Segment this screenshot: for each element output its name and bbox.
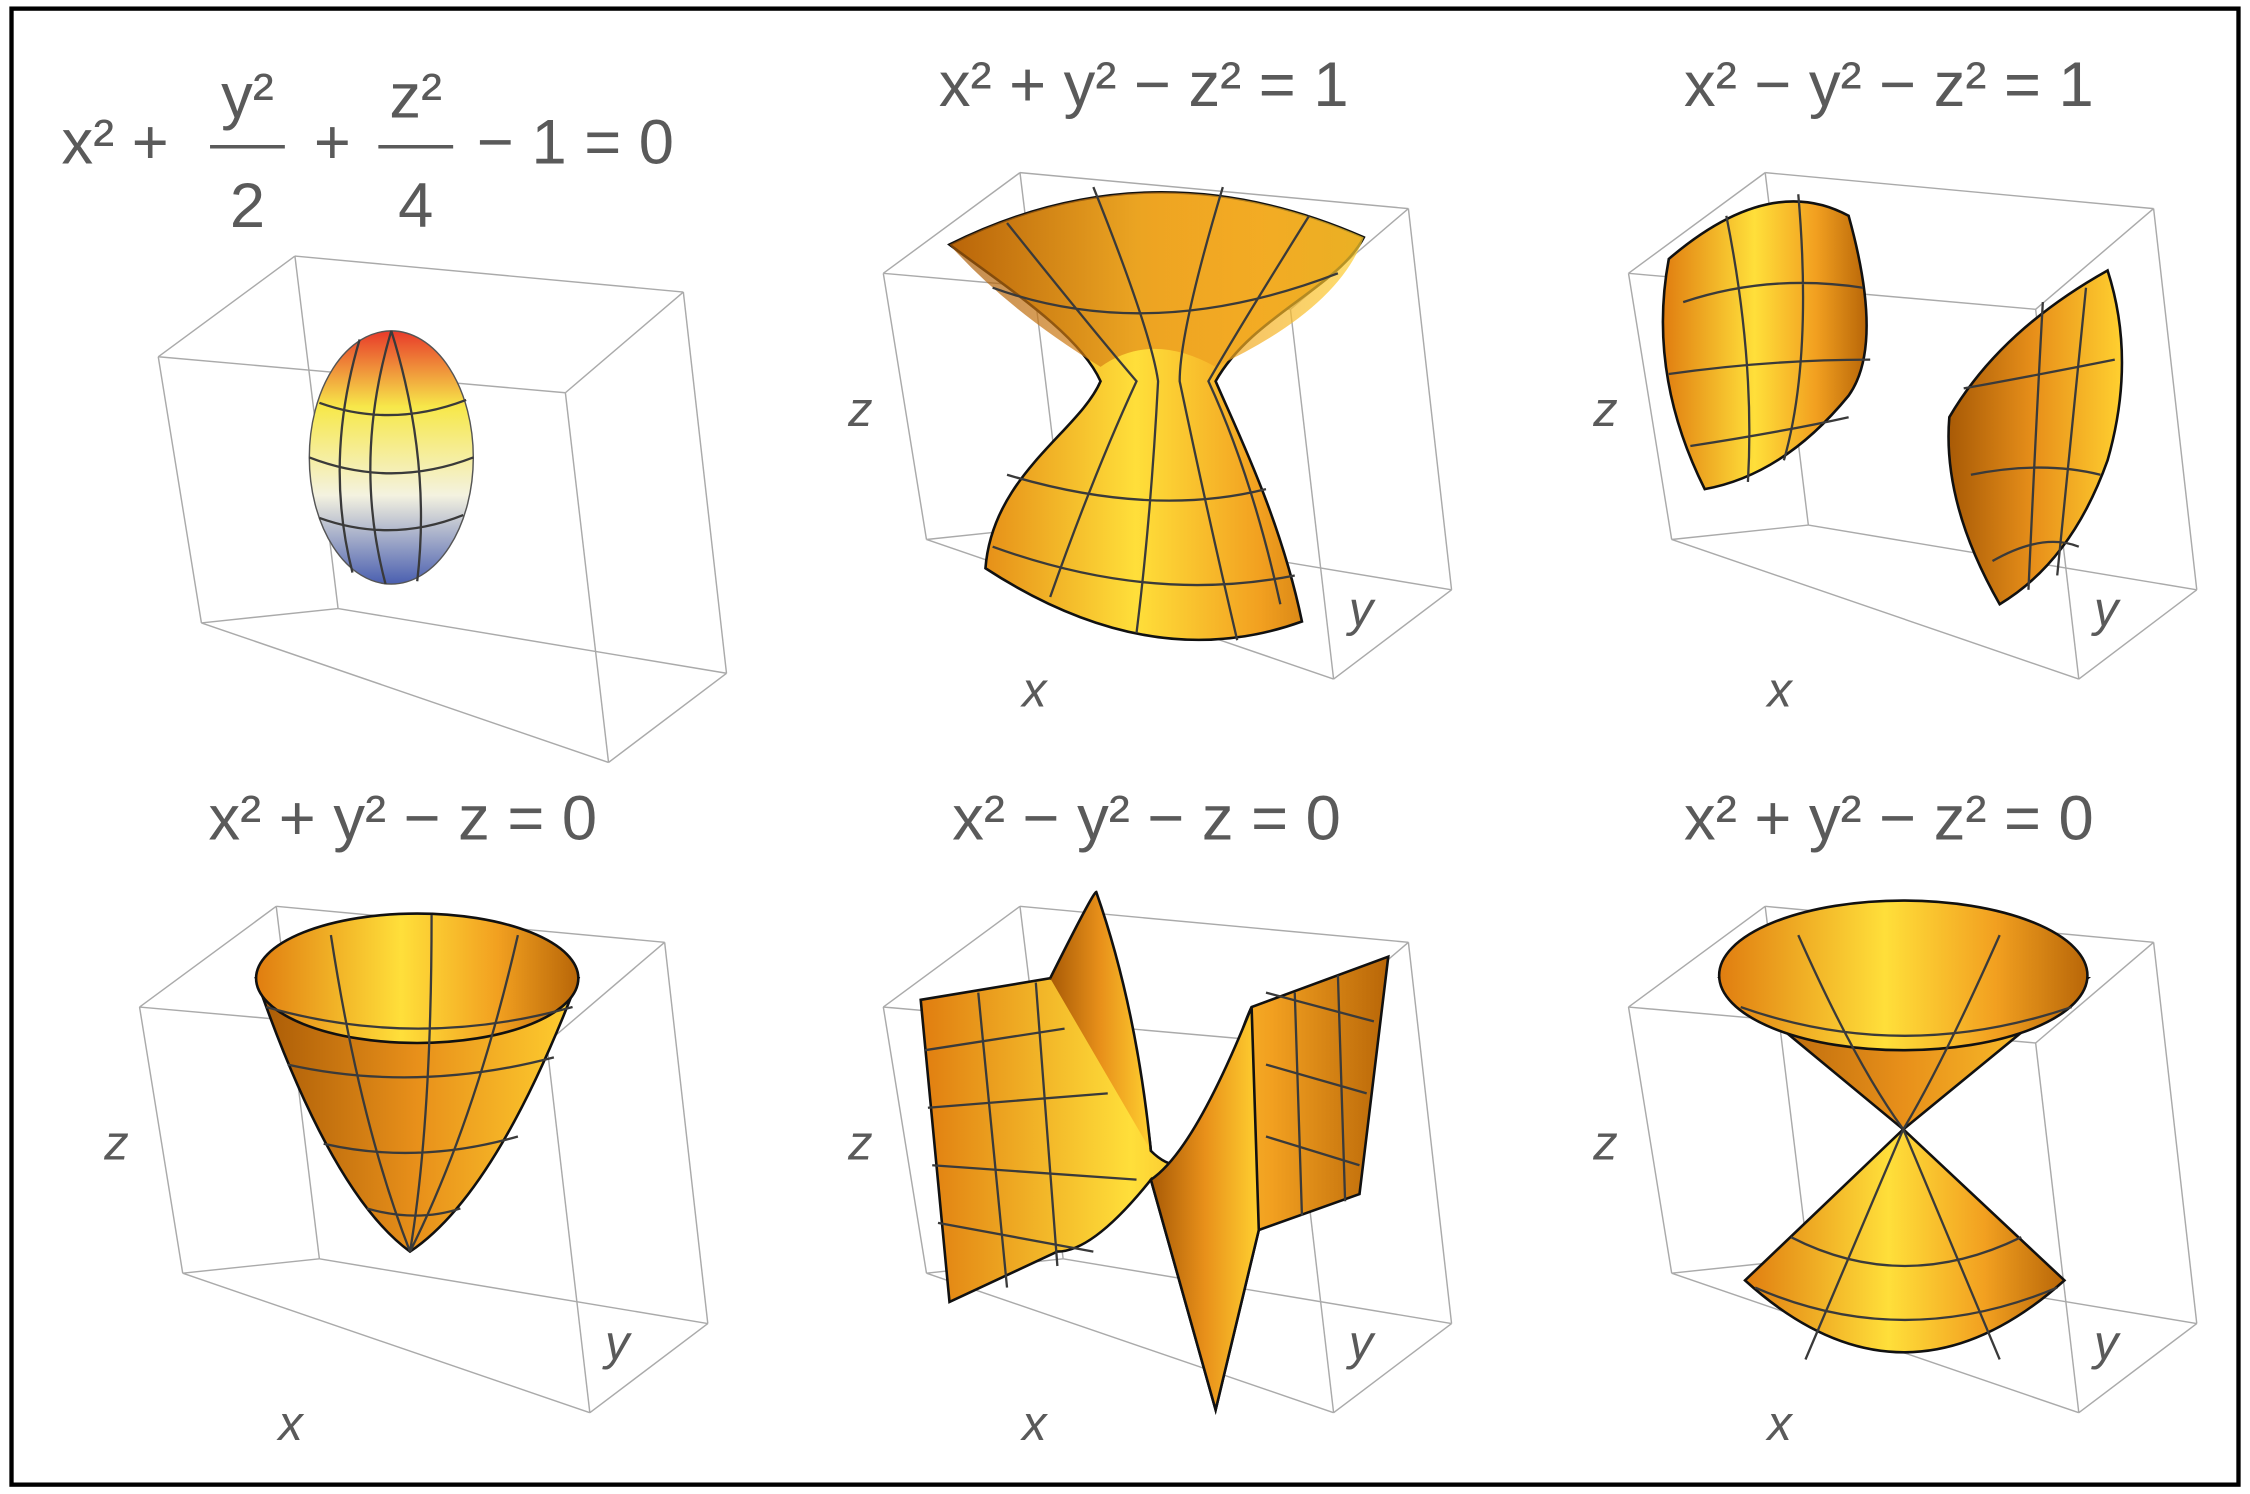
panel-title: x² − y² − z = 0 xyxy=(952,784,1341,854)
box-edge xyxy=(564,392,610,763)
axis-label-x: x xyxy=(276,1397,304,1451)
box-edge xyxy=(1333,589,1452,680)
hyperbolic-paraboloid xyxy=(919,890,1390,1416)
box-edge xyxy=(294,255,684,293)
axis-label-z: z xyxy=(1592,1116,1617,1170)
box-edge xyxy=(882,905,1021,1008)
fraction-denominator: 2 xyxy=(230,171,265,241)
box-edge xyxy=(1627,273,1673,540)
labels: x² + y² − z² = 1 z x y x² − y² − z² = 1 z x y x²… xyxy=(103,50,2121,1451)
fraction-numerator: y² xyxy=(221,61,274,131)
box-edge xyxy=(182,1272,591,1414)
axis-label-y: y xyxy=(2091,1316,2121,1370)
box-edge xyxy=(1063,1258,1452,1325)
panel-title: x² − y² − z² = 1 xyxy=(1684,50,2094,120)
box-edge xyxy=(2152,208,2198,590)
axis-label-y: y xyxy=(1346,583,1376,637)
box-edge xyxy=(663,942,709,1324)
box-edge xyxy=(139,905,277,1008)
box-edge xyxy=(1627,1006,1673,1274)
panel-title: x² + y² − z = 0 xyxy=(209,784,598,854)
box-edge xyxy=(546,941,666,1044)
box-edge xyxy=(2035,208,2155,310)
box-edge xyxy=(157,255,296,358)
box-edge xyxy=(138,1006,184,1274)
box-edge xyxy=(926,1272,1334,1414)
axis-label-y: y xyxy=(2091,583,2121,637)
title-tail: − 1 = 0 xyxy=(477,107,674,177)
cone xyxy=(1716,899,2092,1360)
box-edge xyxy=(2035,941,2155,1044)
box-edge xyxy=(1333,1322,1452,1414)
box-edge xyxy=(1671,524,1809,541)
box-edge xyxy=(1671,538,2080,680)
axis-label-x: x xyxy=(1020,1397,1048,1451)
box-edge xyxy=(182,1258,320,1274)
title-plus: + xyxy=(314,107,351,177)
title-lead: x² + xyxy=(61,107,168,177)
axis-label-x: x xyxy=(1765,663,1793,717)
box-edge xyxy=(1628,905,1766,1008)
axis-label-z: z xyxy=(847,1116,872,1170)
axis-label-y: y xyxy=(602,1316,632,1370)
fraction-numerator: z² xyxy=(389,61,442,131)
axis-label-y: y xyxy=(1346,1316,1376,1370)
panel-title: x² + y² − z² = 1 xyxy=(939,50,1349,120)
box-edge xyxy=(1289,309,1335,680)
box-edge xyxy=(882,273,928,540)
box-edge xyxy=(1407,942,1453,1324)
box-edge xyxy=(882,172,1021,274)
box-edge xyxy=(545,1042,591,1413)
axis-label-x: x xyxy=(1020,663,1048,717)
hyperboloid-two-sheets xyxy=(1661,194,2124,607)
box-edge xyxy=(201,622,609,764)
box-edge xyxy=(1628,172,1766,274)
panel-title: x² + y² − z² = 0 xyxy=(1684,784,2094,854)
axis-label-z: z xyxy=(847,383,872,437)
box-edge xyxy=(157,356,203,624)
box-edge xyxy=(564,291,684,394)
title-1: x² + y² 2 + z² 4 − 1 = 0 xyxy=(61,61,674,240)
box-edge xyxy=(682,291,728,674)
box-edge xyxy=(319,1258,708,1325)
frame xyxy=(9,6,2241,1487)
box-edge xyxy=(2078,1322,2198,1414)
box-edge xyxy=(337,607,727,674)
box-edge xyxy=(1765,171,2154,210)
axis-label-z: z xyxy=(1592,383,1617,437)
fraction-denominator: 4 xyxy=(398,171,433,241)
hyperboloid-one-sheet xyxy=(947,186,1366,642)
axis-label-z: z xyxy=(103,1116,128,1170)
ellipsoid xyxy=(308,330,475,585)
box-edge xyxy=(1019,171,1409,210)
box-edge xyxy=(608,672,727,764)
box-edge xyxy=(589,1322,709,1414)
paraboloid xyxy=(254,912,581,1254)
box-edge xyxy=(1407,208,1453,590)
box-edge xyxy=(882,1006,928,1274)
box-edge xyxy=(201,607,339,624)
box-edge xyxy=(2034,1042,2080,1413)
box-edge xyxy=(2078,589,2198,680)
box-edge xyxy=(2152,942,2198,1324)
axis-label-x: x xyxy=(1765,1397,1793,1451)
